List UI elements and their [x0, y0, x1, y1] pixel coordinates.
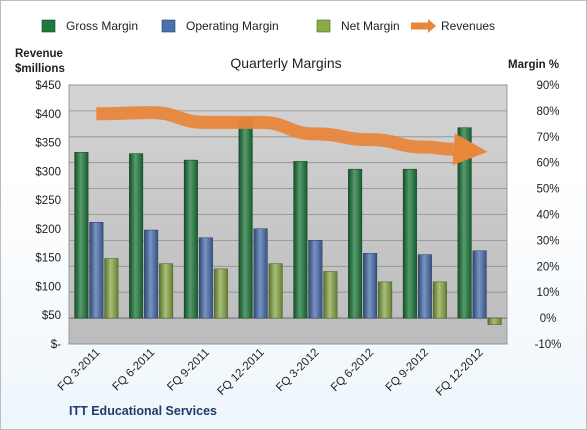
gross-margin-bar — [457, 127, 472, 319]
plot-area — [68, 84, 508, 345]
net-margin-bar — [432, 281, 447, 319]
gross-margin-bar — [402, 168, 417, 319]
right-tick-label: 40% — [536, 210, 559, 222]
operating-margin-bar — [144, 229, 159, 319]
gross-margin-legend-label: Gross Margin — [66, 19, 138, 33]
left-axis-title-line1: Revenue — [15, 48, 63, 60]
chart-title: Quarterly Margins — [230, 55, 341, 71]
left-tick-label: $450 — [35, 80, 61, 92]
operating-margin-bar — [472, 250, 487, 319]
x-tick-label: FQ 9-2011 — [165, 347, 212, 394]
revenues-legend-arrow — [428, 19, 436, 33]
gross-margin-bar — [74, 152, 89, 319]
left-tick-label: $150 — [35, 253, 61, 265]
operating-margin-bar — [363, 253, 378, 319]
operating-margin-legend-label: Operating Margin — [186, 19, 279, 33]
left-tick-label: $50 — [42, 310, 61, 322]
left-tick-label: $400 — [35, 109, 61, 121]
right-tick-label: 0% — [540, 313, 557, 325]
left-tick-label: $350 — [35, 138, 61, 150]
revenues-arrowhead — [452, 133, 488, 166]
gross-margin-legend-swatch — [41, 19, 56, 33]
gross-margin-bar — [348, 168, 363, 319]
right-tick-label: 30% — [536, 235, 559, 247]
revenues-line — [96, 106, 454, 156]
bars — [74, 118, 502, 325]
legend: Gross Margin Operating Margin Net Margin Re… — [41, 19, 495, 33]
x-tick-label: FQ 12-2011 — [215, 347, 266, 398]
net-margin-legend-label: Net Margin — [341, 19, 400, 33]
x-tick-label: FQ 6-2011 — [110, 347, 157, 394]
left-tick-label: $300 — [35, 166, 61, 178]
net-margin-bar — [487, 317, 502, 325]
net-margin-bar — [213, 268, 228, 319]
left-tick-label: $250 — [35, 195, 61, 207]
right-tick-label: 90% — [536, 80, 559, 92]
right-tick-label: 50% — [536, 184, 559, 196]
operating-margin-bar — [253, 228, 268, 319]
right-axis-title: Margin % — [508, 59, 559, 71]
net-margin-bar — [159, 263, 174, 319]
right-tick-label: 10% — [536, 287, 559, 299]
left-tick-label: $- — [51, 339, 61, 351]
revenues-legend-label: Revenues — [441, 19, 495, 33]
x-tick-label: FQ 12-2012 — [434, 347, 486, 399]
left-axis: $- $50 $100 $150 $200 $250 $300 $350 $400 $450 — [35, 80, 61, 351]
net-margin-bar — [268, 263, 283, 319]
left-tick-label: $200 — [35, 224, 61, 236]
right-tick-label: 80% — [536, 106, 559, 118]
right-tick-label: 20% — [536, 261, 559, 273]
gross-margin-bar — [129, 153, 144, 319]
left-tick-label: $100 — [35, 281, 61, 293]
right-axis: -10% 0% 10% 20% 30% 40% 50% 60% 70% 80% 90% — [535, 80, 562, 351]
x-tick-label: FQ 6-2012 — [329, 347, 376, 394]
net-margin-legend-swatch — [316, 19, 331, 33]
operating-margin-legend-swatch — [161, 19, 176, 33]
operating-margin-bar — [89, 222, 104, 319]
company-name: ITT Educational Services — [69, 404, 217, 418]
x-tick-label: FQ 9-2012 — [384, 347, 431, 394]
gross-margin-bar — [238, 118, 253, 319]
right-tick-label: -10% — [535, 339, 562, 351]
x-axis: FQ 3-2011 FQ 6-2011 FQ 9-2011 FQ 12-2011 FQ … — [56, 347, 486, 399]
net-margin-bar — [104, 258, 119, 319]
gross-margin-bar — [293, 161, 308, 319]
x-tick-label: FQ 3-2012 — [274, 347, 321, 394]
right-tick-label: 60% — [536, 158, 559, 170]
net-margin-bar — [378, 281, 393, 319]
right-tick-label: 70% — [536, 132, 559, 144]
gross-margin-bar — [183, 159, 198, 319]
operating-margin-bar — [417, 254, 432, 319]
x-tick-label: FQ 3-2011 — [56, 347, 103, 394]
operating-margin-bar — [198, 237, 213, 319]
net-margin-bar — [323, 271, 338, 319]
left-axis-title-line2: $millions — [15, 63, 65, 75]
operating-margin-bar — [308, 240, 323, 319]
